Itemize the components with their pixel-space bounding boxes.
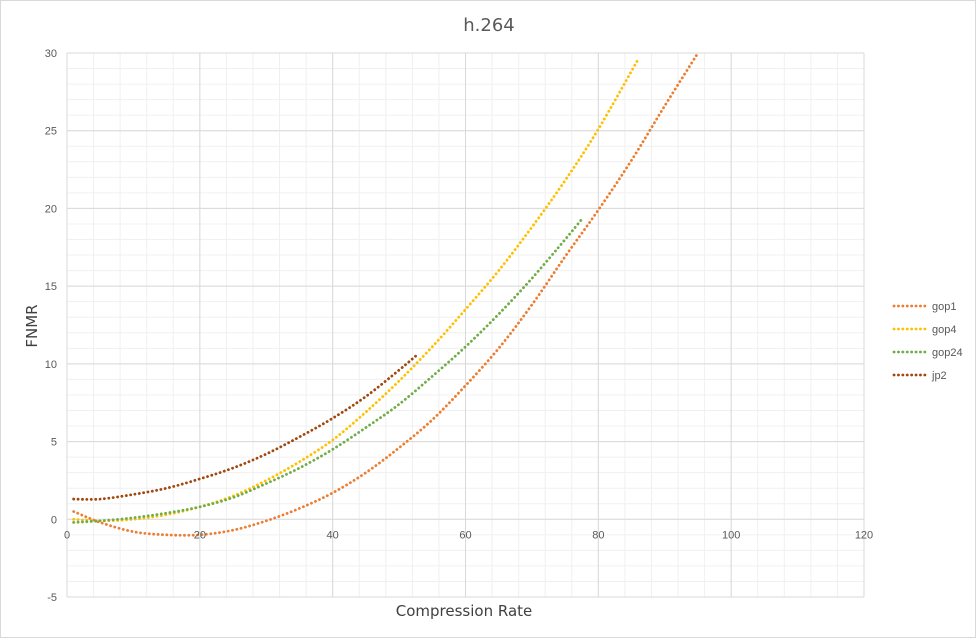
series-line-jp2 [72, 354, 418, 501]
x-tick-label: 20 [194, 529, 206, 541]
y-tick-label: 5 [51, 437, 57, 449]
x-tick-label: 40 [327, 529, 339, 541]
series-line-gop24 [72, 217, 584, 524]
y-axis-title: FNMR [23, 304, 41, 347]
series-layer [72, 51, 700, 537]
tick-labels: 0 20 40 60 80 100 120 -5 0 5 10 15 20 25 30 [45, 48, 873, 604]
x-tick-label: 60 [459, 529, 471, 541]
legend-label-gop4: gop4 [932, 324, 956, 336]
x-tick-label: 0 [64, 529, 70, 541]
x-tick-label: 80 [592, 529, 604, 541]
y-tick-label: 25 [45, 126, 57, 138]
series-line-gop1 [72, 51, 700, 537]
y-tick-label: 15 [45, 281, 57, 293]
chart-title: h.264 [463, 15, 515, 36]
legend-label-jp2: jp2 [931, 370, 947, 382]
x-axis-title: Compression Rate [396, 602, 533, 620]
y-tick-label: -5 [47, 592, 57, 604]
series-line-gop4 [72, 57, 640, 523]
legend-label-gop24: gop24 [932, 347, 963, 359]
legend: gop1 gop4 gop24 jp2 [892, 301, 963, 382]
y-tick-label: 10 [45, 359, 57, 371]
x-tick-label: 120 [855, 529, 873, 541]
major-gridlines [66, 52, 865, 598]
x-tick-label: 100 [722, 529, 740, 541]
y-tick-label: 0 [51, 514, 57, 526]
y-tick-label: 20 [45, 203, 57, 215]
y-tick-label: 30 [45, 48, 57, 60]
legend-label-gop1: gop1 [932, 301, 956, 313]
